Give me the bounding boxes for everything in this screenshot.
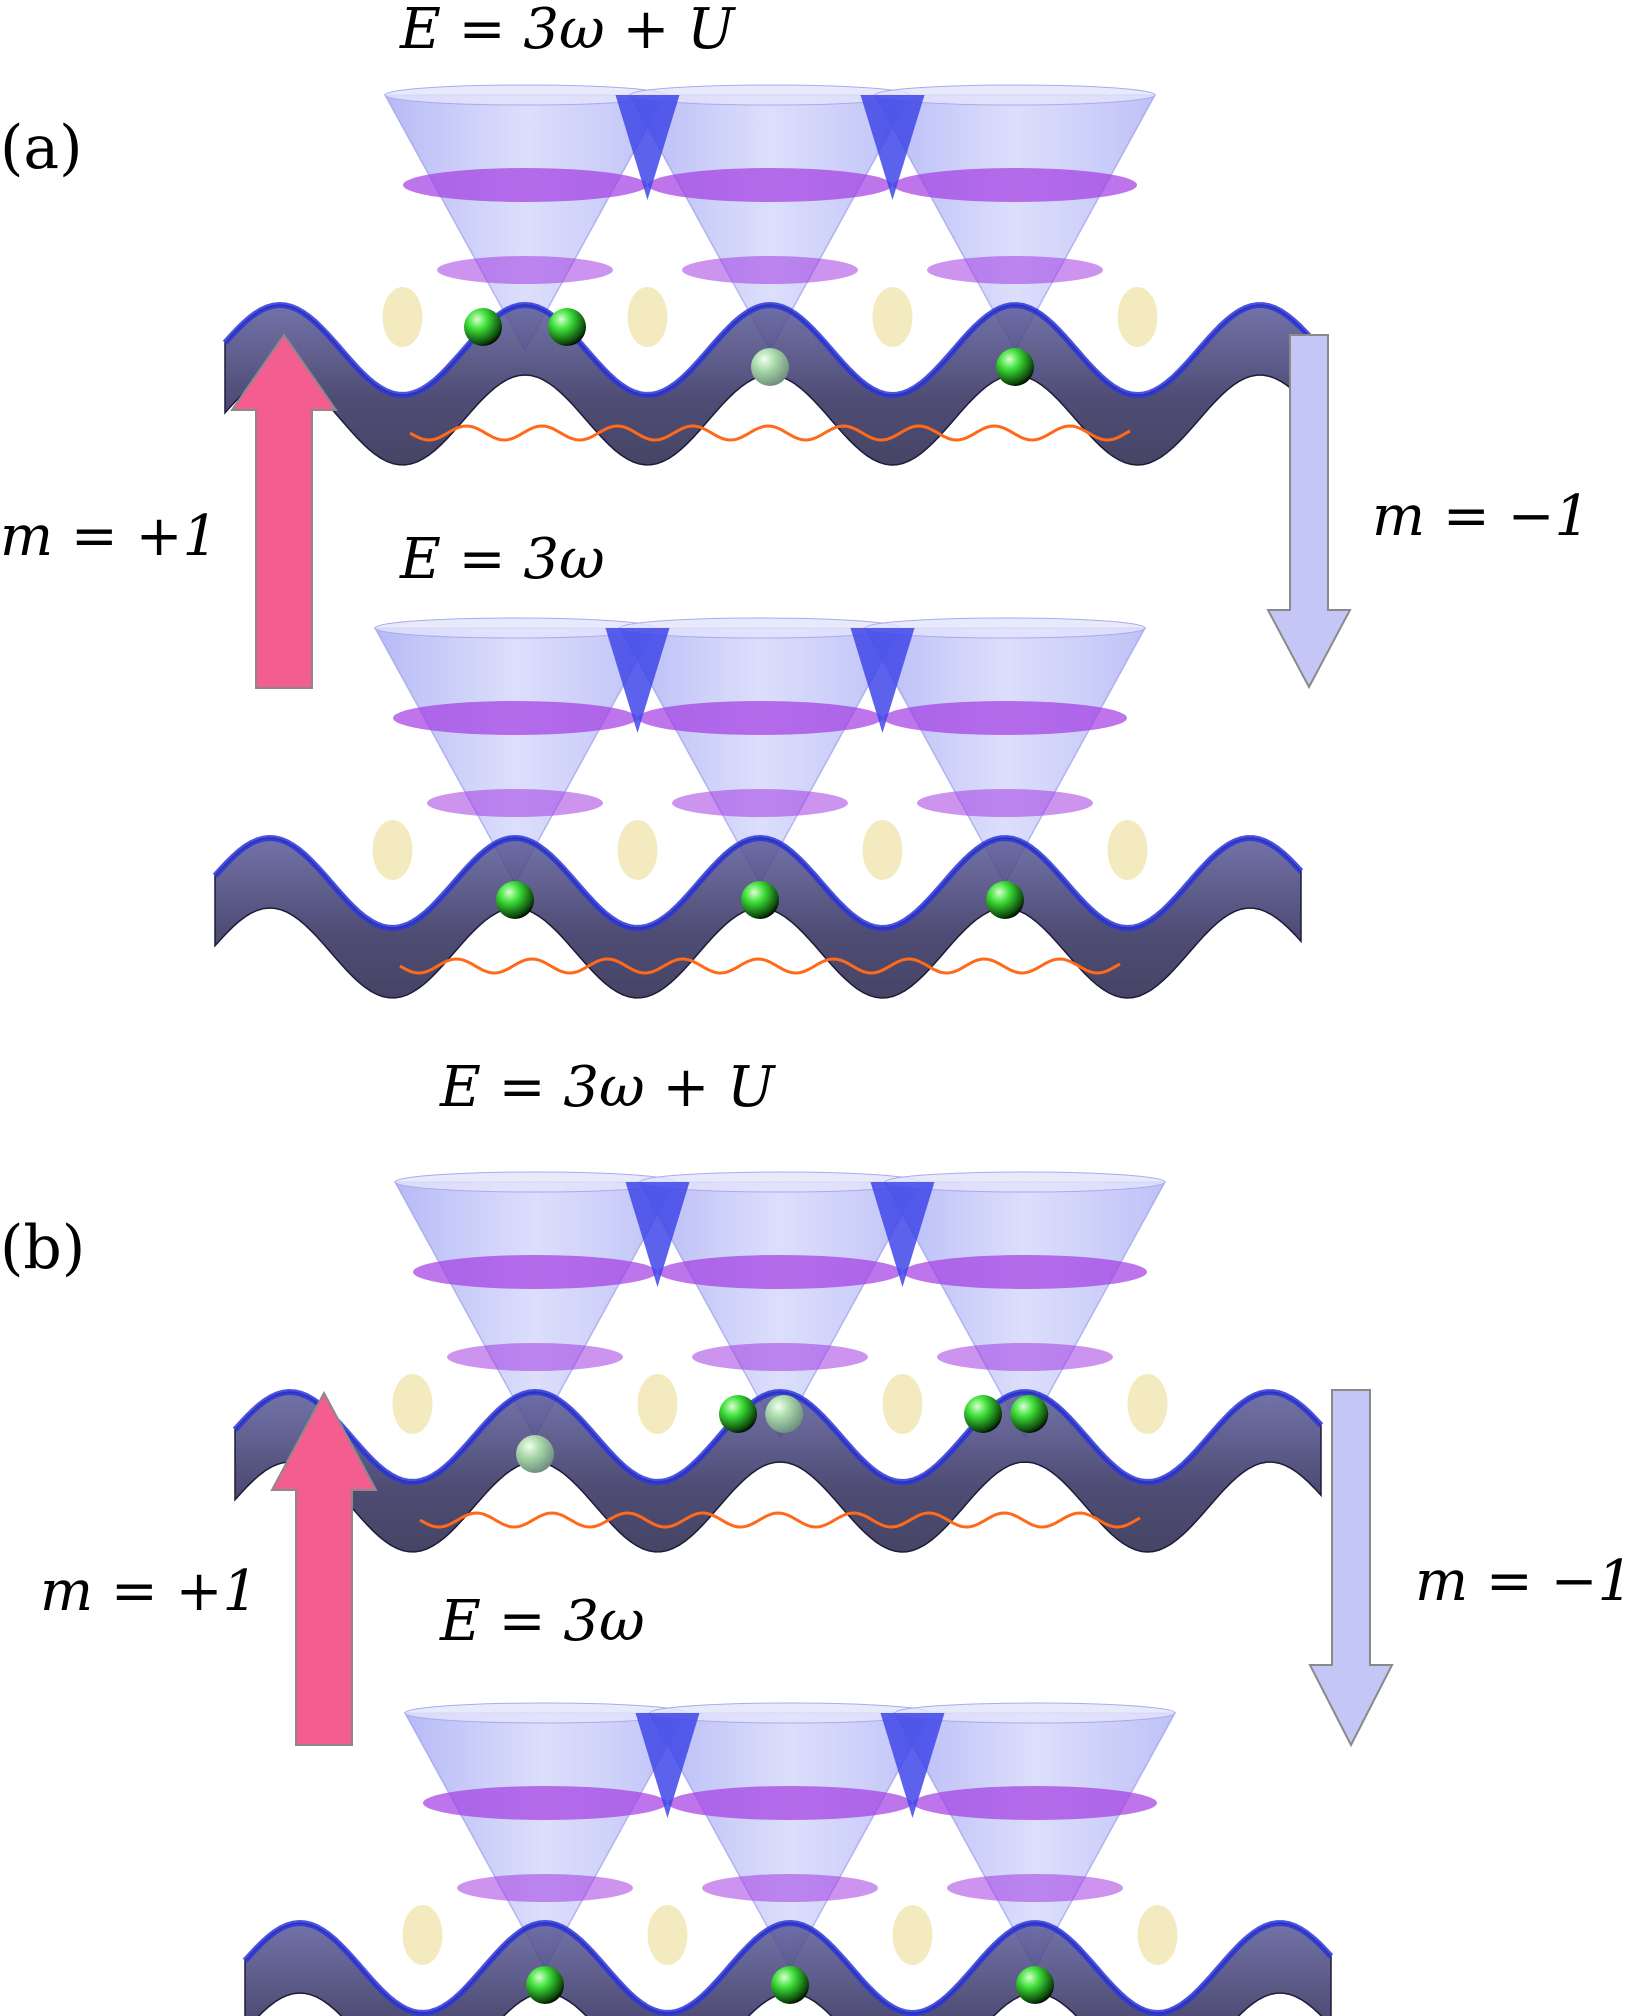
b-bottom-peak-highlight-4 [1137,1905,1178,1965]
b-bottom-peak-highlight-1 [402,1905,443,1965]
b-top-spring [419,1511,1141,1529]
a-bottom-peak-highlight-1 [372,820,413,880]
b-bottom-peak-highlight-3 [892,1905,933,1965]
b-top-well-1 [393,1171,677,1439]
up-arrow-label-a: m = +1 [0,504,218,569]
b-bottom-well-1 [403,1702,687,1970]
b-top-atom-site3-1 [964,1395,1002,1433]
energy-label-b-top: E = 3ω + U [439,1055,776,1120]
panel-label-b: (b) [0,1213,85,1283]
a-bottom-cone-tip-1 [605,628,670,733]
b-top-atom-site1-1 [516,1435,554,1473]
panel-label-a: (a) [0,113,83,183]
b-top-peak-highlight-2 [637,1374,678,1434]
b-top-atom-site2-1 [719,1395,757,1433]
a-bottom-lattice-ridge [212,834,1304,932]
b-top-cone-tip-1 [625,1182,690,1287]
up-arrow-a [230,333,338,689]
a-top-atom-site3-1 [996,348,1034,386]
energy-label-b-bottom: E = 3ω [439,1589,645,1654]
a-top-peak-highlight-4 [1117,287,1158,347]
a-bottom-atom-site1-1 [496,881,534,919]
a-top-peak-highlight-1 [382,287,423,347]
b-top-peak-highlight-3 [882,1374,923,1434]
a-bottom-well-2 [618,617,902,885]
b-top-cone-tip-2 [870,1182,935,1287]
a-bottom-spring [399,957,1121,975]
a-top-well-1 [383,84,667,352]
b-top-peak-highlight-4 [1127,1374,1168,1434]
up-arrow-b [270,1390,378,1746]
a-top-cone-tip-2 [860,95,925,200]
a-bottom-well-3 [863,617,1147,885]
down-arrow-a [1266,334,1352,690]
b-bottom-lattice-ridge [242,1919,1334,2016]
b-bottom-cone-tip-2 [880,1713,945,1818]
b-top-well-2 [638,1171,922,1439]
lattice-a-bottom [212,617,1304,999]
lattice-a-top [222,84,1314,466]
lattice-b-top [232,1171,1324,1553]
down-arrow-label-b: m = −1 [1415,1549,1632,1614]
up-arrow-label-b: m = +1 [40,1559,258,1624]
a-top-well-3 [873,84,1157,352]
b-top-atom-site3-2 [1010,1395,1049,1433]
down-arrow-b [1308,1389,1394,1748]
a-bottom-atom-site3-1 [986,881,1024,919]
panel-b: (b) E = 3ω + U E = 3ω m = +1 m = −1 [0,1055,1632,2016]
b-top-well-3 [883,1171,1167,1439]
a-bottom-peak-highlight-4 [1107,820,1148,880]
a-top-atom-site2-1 [751,348,789,386]
a-bottom-atom-site2-1 [741,881,779,919]
a-top-peak-highlight-3 [872,287,913,347]
b-bottom-cone-tip-1 [635,1713,700,1818]
panel-a: (a) E = 3ω + U E = 3ω m = +1 m = −1 [0,0,1590,999]
b-top-peak-highlight-1 [392,1374,433,1434]
b-bottom-well-3 [893,1702,1177,1970]
a-bottom-cone-tip-2 [850,628,915,733]
a-top-spring [409,424,1131,442]
b-top-lattice-ridge [232,1388,1324,1486]
a-top-lattice-ridge [222,301,1314,399]
b-bottom-peak-highlight-2 [647,1905,688,1965]
b-bottom-atom-site1-1 [526,1966,564,2004]
down-arrow-label-a: m = −1 [1372,484,1590,549]
b-bottom-well-2 [648,1702,932,1970]
a-bottom-well-1 [373,617,657,885]
energy-label-a-top: E = 3ω + U [399,0,736,62]
b-top-atom-site2-2 [765,1395,804,1433]
a-top-cone-tip-1 [615,95,680,200]
a-top-peak-highlight-2 [627,287,668,347]
a-top-atom-site1-2 [548,308,586,346]
a-top-atom-site1-1 [464,308,502,346]
a-bottom-peak-highlight-3 [862,820,903,880]
b-bottom-atom-site3-1 [1016,1966,1054,2004]
b-bottom-atom-site2-1 [771,1966,809,2004]
lattice-b-bottom [242,1702,1334,2016]
energy-label-a-bottom: E = 3ω [399,527,605,592]
a-bottom-peak-highlight-2 [617,820,658,880]
